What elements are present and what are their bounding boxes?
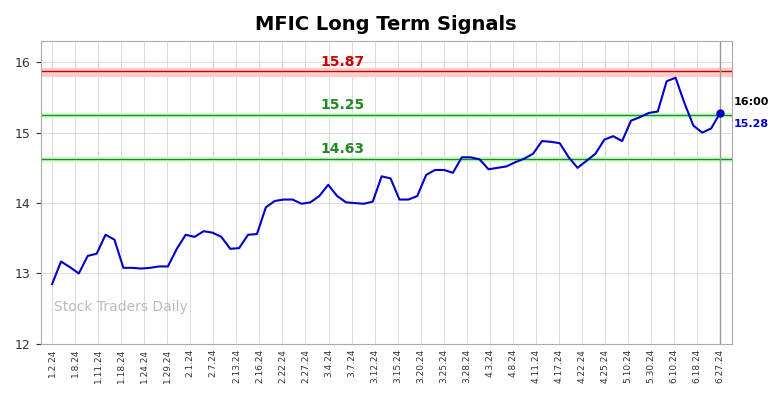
Bar [41, 156, 731, 161]
Text: 14.63: 14.63 [321, 142, 365, 156]
Bar [41, 113, 731, 117]
Text: 15.25: 15.25 [320, 98, 365, 112]
Text: Stock Traders Daily: Stock Traders Daily [54, 300, 188, 314]
Text: 15.87: 15.87 [321, 55, 365, 68]
Text: 15.28: 15.28 [734, 119, 769, 129]
Title: MFIC Long Term Signals: MFIC Long Term Signals [256, 15, 517, 34]
Text: 16:00: 16:00 [734, 97, 769, 107]
Bar [41, 68, 731, 76]
